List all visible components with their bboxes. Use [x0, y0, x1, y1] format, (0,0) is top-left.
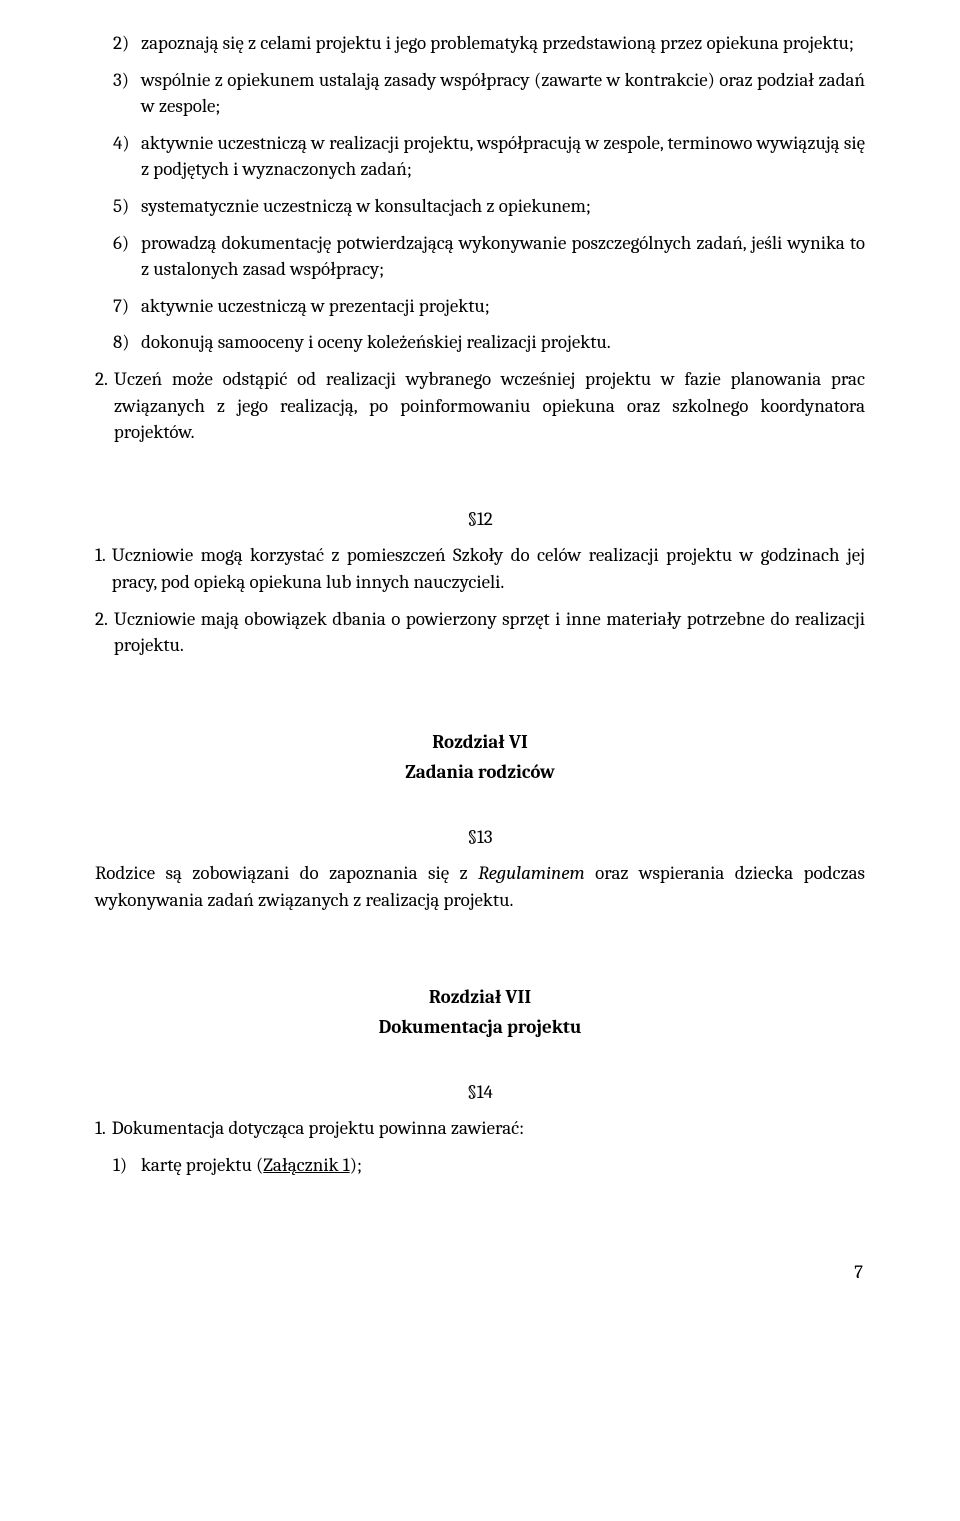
list-number: 2)	[95, 30, 141, 57]
para-text: Dokumentacja dotycząca projektu powinna …	[112, 1115, 865, 1142]
list-item-7: 7) aktywnie uczestniczą w prezentacji pr…	[95, 293, 865, 320]
list-text: aktywnie uczestniczą w realizacji projek…	[141, 130, 865, 183]
chapter-6-subtitle: Zadania rodziców	[95, 759, 865, 786]
para-number: 2.	[95, 606, 114, 633]
list-number: 7)	[95, 293, 141, 320]
l14-part-a: kartę projektu (	[141, 1154, 263, 1176]
para-text: Uczniowie mogą korzystać z pomieszczeń S…	[112, 542, 865, 595]
list-text: prowadzą dokumentację potwierdzającą wyk…	[141, 230, 865, 283]
para-number: 2.	[95, 366, 114, 393]
p13-italic: Regulaminem	[478, 862, 585, 884]
l14-part-c: );	[350, 1154, 362, 1176]
chapter-7-subtitle: Dokumentacja projektu	[95, 1014, 865, 1041]
list-number: 8)	[95, 329, 141, 356]
list-item-2: 2) zapoznają się z celami projektu i jeg…	[95, 30, 865, 57]
list-text: zapoznają się z celami projektu i jego p…	[141, 30, 865, 57]
list-item-6: 6) prowadzą dokumentację potwierdzającą …	[95, 230, 865, 283]
chapter-6-title: Rozdział VI	[95, 729, 865, 756]
para-number: 1.	[95, 1115, 112, 1142]
chapter-7-title: Rozdział VII	[95, 984, 865, 1011]
para-number: 1.	[95, 542, 112, 569]
list-item-5: 5) systematycznie uczestniczą w konsulta…	[95, 193, 865, 220]
list-text: wspólnie z opiekunem ustalają zasady wsp…	[141, 67, 865, 120]
list-item-14-1: 1) kartę projektu (Załącznik 1);	[95, 1152, 865, 1179]
list-text: aktywnie uczestniczą w prezentacji proje…	[141, 293, 865, 320]
l14-underline: Załącznik 1	[263, 1154, 349, 1176]
paragraph-12-2: 2. Uczniowie mają obowiązek dbania o pow…	[95, 606, 865, 659]
section-12-symbol: §12	[95, 506, 865, 533]
para-text: Uczeń może odstąpić od realizacji wybran…	[114, 366, 865, 446]
list-item-3: 3) wspólnie z opiekunem ustalają zasady …	[95, 67, 865, 120]
paragraph-12-1: 1. Uczniowie mogą korzystać z pomieszcze…	[95, 542, 865, 595]
list-text: dokonują samooceny i oceny koleżeńskiej …	[141, 329, 865, 356]
list-text: systematycznie uczestniczą w konsultacja…	[141, 193, 865, 220]
list-text: kartę projektu (Załącznik 1);	[141, 1152, 865, 1179]
list-number: 6)	[95, 230, 141, 257]
p13-part-a: Rodzice są zobowiązani do zapoznania się…	[95, 862, 478, 884]
paragraph-14-1: 1. Dokumentacja dotycząca projektu powin…	[95, 1115, 865, 1142]
page-number: 7	[95, 1259, 865, 1286]
list-number: 5)	[95, 193, 141, 220]
para-text: Uczniowie mają obowiązek dbania o powier…	[114, 606, 865, 659]
section-13-symbol: §13	[95, 824, 865, 851]
list-number: 1)	[95, 1152, 141, 1179]
list-number: 4)	[95, 130, 141, 157]
section-14-symbol: §14	[95, 1079, 865, 1106]
list-item-4: 4) aktywnie uczestniczą w realizacji pro…	[95, 130, 865, 183]
list-item-8: 8) dokonują samooceny i oceny koleżeński…	[95, 329, 865, 356]
paragraph-2: 2. Uczeń może odstąpić od realizacji wyb…	[95, 366, 865, 446]
list-number: 3)	[95, 67, 141, 94]
paragraph-13: Rodzice są zobowiązani do zapoznania się…	[95, 860, 865, 913]
